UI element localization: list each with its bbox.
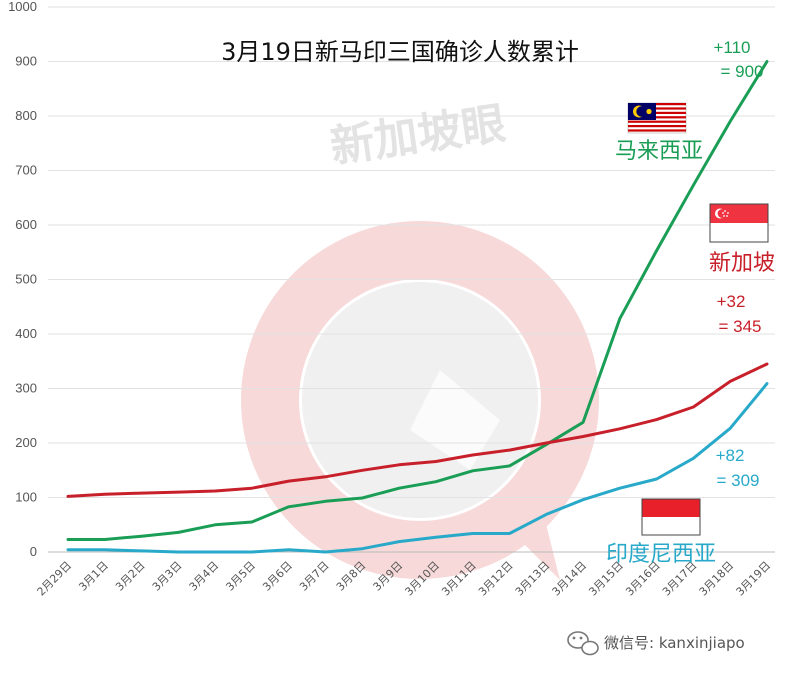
y-tick-label: 400: [15, 326, 37, 341]
series-line: [66, 382, 769, 554]
malaysia-total: = 900: [720, 62, 763, 81]
malaysia-flag-icon: [627, 102, 687, 134]
series-lines: [66, 60, 769, 554]
footer: 微信号: kanxinjiapo: [567, 631, 745, 656]
malaysia-label: 马来西亚: [615, 139, 703, 164]
series-line: [66, 362, 769, 498]
x-tick-label: 3月19日: [734, 559, 774, 599]
y-tick-label: 800: [15, 108, 37, 123]
x-tick-label: 2月29日: [35, 559, 75, 599]
singapore-annotation: 新加坡 +32 = 345: [709, 203, 775, 336]
x-tick-label: 3月1日: [76, 559, 111, 594]
series-line: [66, 60, 769, 541]
chart-title: 3月19日新马印三国确诊人数累计: [221, 38, 579, 66]
wechat-icon: [567, 631, 599, 656]
x-tick-label: 3月3日: [150, 559, 185, 594]
y-tick-label: 900: [15, 54, 37, 69]
malaysia-delta: +110: [713, 38, 750, 57]
y-tick-label: 100: [15, 490, 37, 505]
indonesia-flag-icon: [641, 498, 701, 536]
footer-text: 微信号: kanxinjiapo: [604, 634, 745, 652]
y-tick-label: 0: [30, 544, 37, 559]
singapore-flag-icon: [709, 203, 769, 243]
watermark-text: 新加坡眼: [327, 98, 508, 173]
x-tick-label: 3月6日: [260, 559, 295, 594]
y-tick-label: 300: [15, 381, 37, 396]
indonesia-label: 印度尼西亚: [606, 542, 716, 567]
indonesia-delta: +82: [716, 446, 745, 465]
x-tick-label: 3月2日: [113, 559, 148, 594]
malaysia-annotation: +110 = 900 马来西亚: [615, 38, 764, 164]
watermark: 新加坡眼: [241, 98, 599, 580]
singapore-label: 新加坡: [709, 251, 775, 276]
indonesia-total: = 309: [716, 471, 759, 490]
x-tick-label: 3月4日: [187, 559, 222, 594]
x-tick-label: 3月7日: [297, 559, 332, 594]
singapore-delta: +32: [717, 292, 746, 311]
y-axis: 0 100 200 300 400 500 600 700 800 900 1000: [8, 0, 37, 559]
y-tick-label: 200: [15, 435, 37, 450]
x-tick-label: 3月5日: [223, 559, 258, 594]
y-tick-label: 600: [15, 217, 37, 232]
x-tick-label: 3月13日: [513, 559, 553, 599]
singapore-total: = 345: [718, 317, 761, 336]
y-tick-label: 1000: [8, 0, 37, 14]
y-tick-label: 700: [15, 163, 37, 178]
y-tick-label: 500: [15, 272, 37, 287]
indonesia-annotation: +82 = 309 印度尼西亚: [606, 446, 760, 567]
